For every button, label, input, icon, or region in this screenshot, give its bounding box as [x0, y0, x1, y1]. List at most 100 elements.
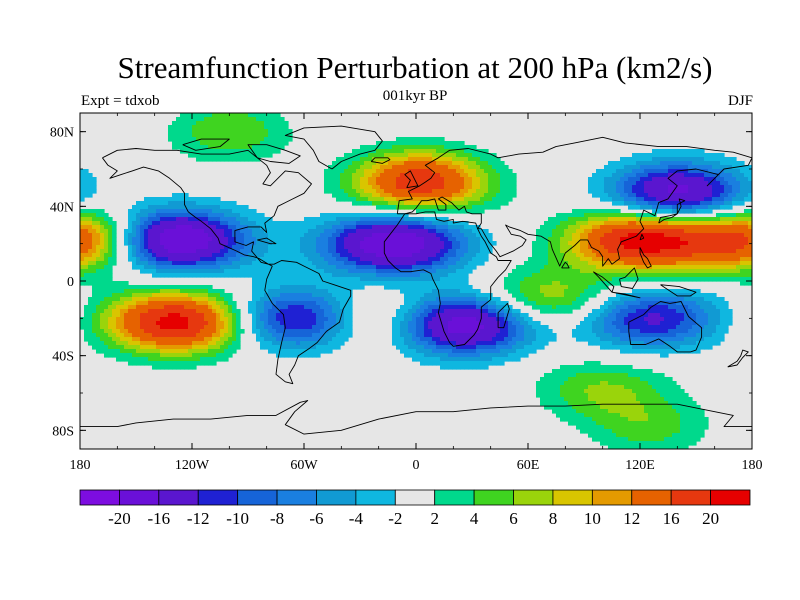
- field-cell: [440, 173, 445, 178]
- field-cell: [352, 173, 357, 178]
- field-cell: [292, 257, 297, 262]
- field-cell: [400, 205, 405, 210]
- field-cell: [532, 245, 537, 250]
- field-cell: [376, 205, 381, 210]
- field-cell: [516, 285, 521, 290]
- field-cell: [432, 221, 437, 226]
- field-cell: [80, 281, 85, 286]
- field-cell: [84, 313, 89, 318]
- field-cell: [196, 129, 201, 134]
- field-cell: [344, 225, 349, 230]
- field-cell: [464, 225, 469, 230]
- field-cell: [412, 329, 417, 334]
- field-cell: [428, 221, 433, 226]
- field-cell: [160, 301, 165, 306]
- field-cell: [208, 257, 213, 262]
- field-cell: [520, 325, 525, 330]
- field-cell: [464, 269, 469, 274]
- field-cell: [424, 157, 429, 162]
- field-cell: [420, 353, 425, 358]
- field-cell: [444, 185, 449, 190]
- field-cell: [212, 121, 217, 126]
- field-cell: [220, 357, 225, 362]
- field-cell: [424, 197, 429, 202]
- field-cell: [560, 229, 565, 234]
- field-cell: [484, 257, 489, 262]
- field-cell: [192, 225, 197, 230]
- field-cell: [536, 289, 541, 294]
- field-cell: [384, 165, 389, 170]
- field-cell: [180, 289, 185, 294]
- field-cell: [460, 281, 465, 286]
- field-cell: [300, 305, 305, 310]
- field-cell: [312, 285, 317, 290]
- field-cell: [144, 301, 149, 306]
- field-cell: [204, 145, 209, 150]
- field-cell: [376, 261, 381, 266]
- field-cell: [200, 353, 205, 358]
- field-cell: [240, 245, 245, 250]
- field-cell: [260, 153, 265, 158]
- field-cell: [252, 273, 257, 278]
- field-cell: [356, 153, 361, 158]
- field-cell: [112, 353, 117, 358]
- field-cell: [536, 389, 541, 394]
- field-cell: [236, 217, 241, 222]
- field-cell: [448, 261, 453, 266]
- field-cell: [216, 309, 221, 314]
- field-cell: [520, 345, 525, 350]
- field-cell: [328, 165, 333, 170]
- field-cell: [456, 229, 461, 234]
- field-cell: [232, 241, 237, 246]
- field-cell: [476, 241, 481, 246]
- field-cell: [460, 253, 465, 258]
- field-cell: [212, 113, 217, 118]
- field-cell: [568, 289, 573, 294]
- field-cell: [560, 261, 565, 266]
- field-cell: [364, 185, 369, 190]
- field-cell: [476, 353, 481, 358]
- field-cell: [228, 217, 233, 222]
- field-cell: [472, 169, 477, 174]
- field-cell: [420, 229, 425, 234]
- field-cell: [392, 173, 397, 178]
- field-cell: [380, 217, 385, 222]
- field-cell: [352, 265, 357, 270]
- field-cell: [344, 197, 349, 202]
- field-cell: [496, 349, 501, 354]
- field-cell: [216, 229, 221, 234]
- field-cell: [280, 353, 285, 358]
- field-cell: [540, 265, 545, 270]
- field-cell: [440, 237, 445, 242]
- field-cell: [300, 229, 305, 234]
- field-cell: [192, 265, 197, 270]
- field-cell: [184, 249, 189, 254]
- field-cell: [192, 245, 197, 250]
- field-cell: [248, 157, 253, 162]
- field-cell: [424, 321, 429, 326]
- field-cell: [160, 217, 165, 222]
- field-cell: [268, 141, 273, 146]
- field-cell: [456, 157, 461, 162]
- field-cell: [412, 317, 417, 322]
- field-cell: [340, 317, 345, 322]
- field-cell: [492, 177, 497, 182]
- field-cell: [536, 305, 541, 310]
- field-cell: [324, 281, 329, 286]
- field-cell: [348, 189, 353, 194]
- field-cell: [492, 169, 497, 174]
- field-cell: [80, 269, 85, 274]
- field-cell: [464, 273, 469, 278]
- field-cell: [268, 337, 273, 342]
- field-cell: [112, 253, 117, 258]
- field-cell: [328, 337, 333, 342]
- field-cell: [252, 325, 257, 330]
- field-cell: [420, 201, 425, 206]
- field-cell: [368, 241, 373, 246]
- field-cell: [336, 165, 341, 170]
- field-cell: [424, 253, 429, 258]
- field-cell: [444, 337, 449, 342]
- field-cell: [204, 353, 209, 358]
- field-cell: [392, 185, 397, 190]
- field-cell: [212, 233, 217, 238]
